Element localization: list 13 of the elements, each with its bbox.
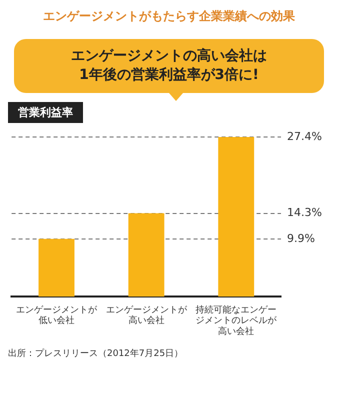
bar	[128, 213, 164, 297]
bar	[218, 137, 254, 297]
y-tick-label: 9.9%	[287, 232, 316, 245]
y-tick-label: 14.3%	[287, 206, 322, 220]
bar	[38, 238, 74, 297]
text: 出所：プレスリリース（2012年7月25日）	[8, 347, 184, 360]
x-tick-label: エンゲージメントが高い会社	[106, 304, 188, 326]
chart-subtitle: エンゲージメントの高い会社は 1年後の営業利益率が3倍に!	[14, 39, 324, 93]
x-tick-label: エンゲージメントが低い会社	[16, 304, 98, 326]
x-tick-label: 持続可能なエンゲージメントのレベルが高い会社	[196, 304, 278, 337]
chart-title: エンゲージメントがもたらす企業業績への効果	[42, 8, 296, 25]
y-axis-title: 営業利益率	[8, 102, 83, 123]
y-tick-label: 27.4%	[287, 130, 322, 143]
